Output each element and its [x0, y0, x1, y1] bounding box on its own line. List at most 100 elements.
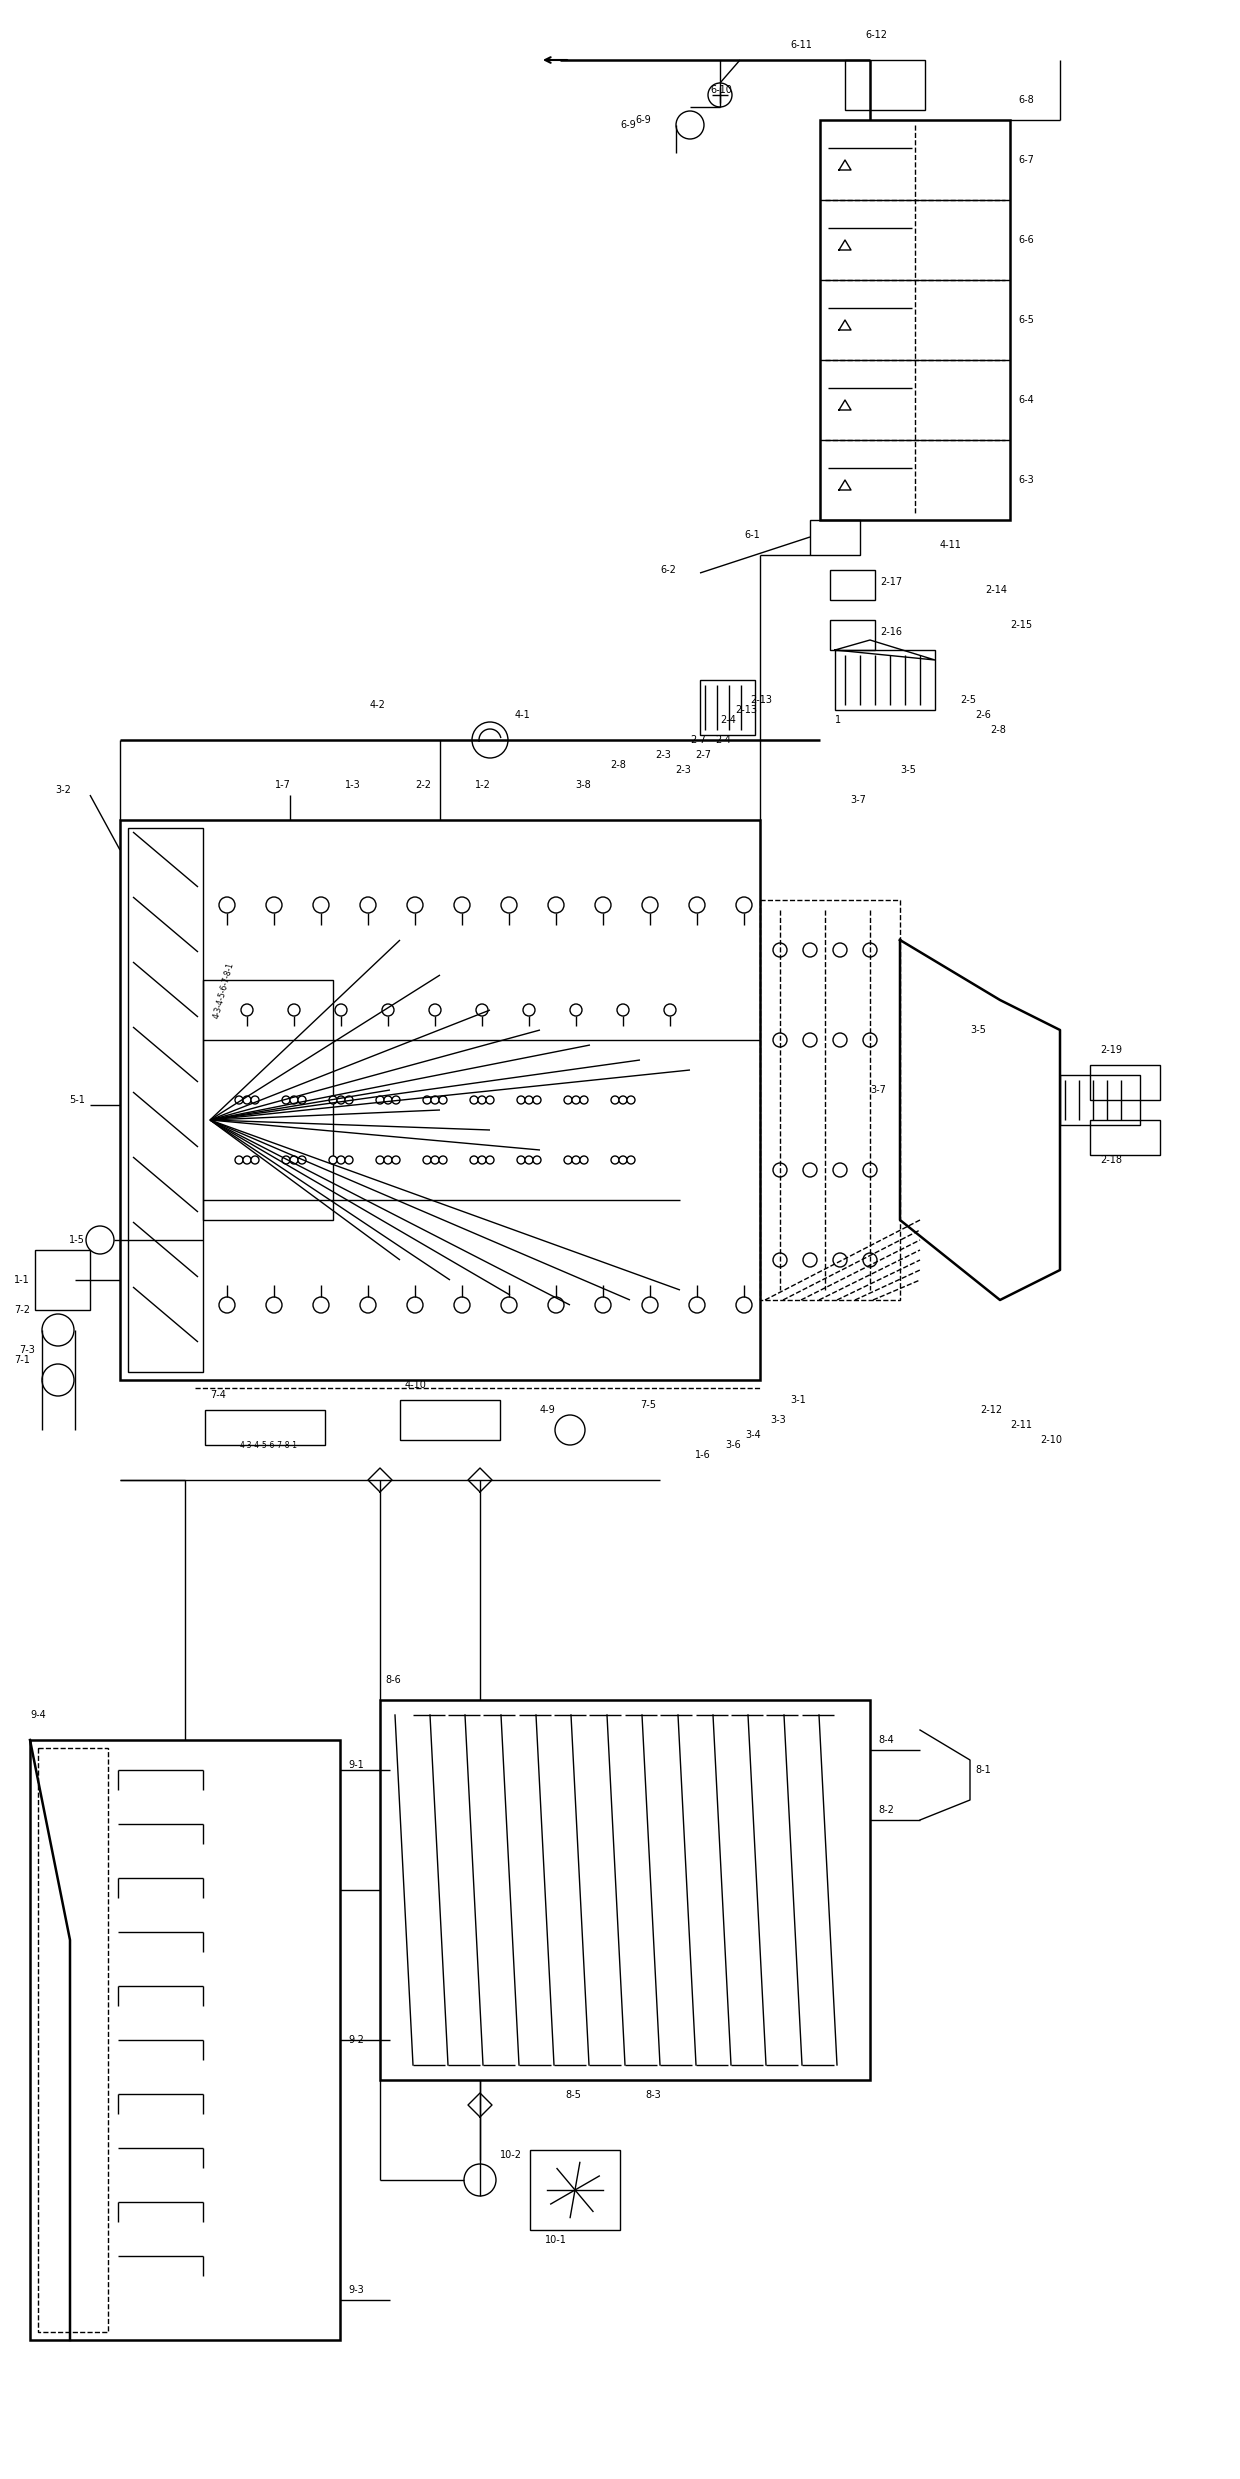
Circle shape	[595, 897, 611, 912]
Text: 2-8: 2-8	[610, 761, 626, 771]
Circle shape	[627, 1096, 635, 1103]
Text: 4-11: 4-11	[940, 540, 962, 550]
Circle shape	[804, 1252, 817, 1267]
Bar	[701, 679, 755, 734]
Circle shape	[236, 1155, 243, 1165]
Circle shape	[288, 1004, 300, 1016]
Text: 3-8: 3-8	[575, 781, 590, 791]
Text: 6-10: 6-10	[711, 84, 732, 94]
Circle shape	[863, 942, 877, 957]
Text: 4-10: 4-10	[405, 1381, 427, 1391]
Circle shape	[250, 1155, 259, 1165]
Circle shape	[360, 897, 376, 912]
Circle shape	[345, 1096, 353, 1103]
Circle shape	[243, 1096, 250, 1103]
Circle shape	[486, 1155, 494, 1165]
Text: 2-5: 2-5	[960, 694, 976, 704]
Circle shape	[337, 1155, 345, 1165]
Text: 2-14: 2-14	[985, 585, 1007, 595]
Circle shape	[627, 1155, 635, 1165]
Circle shape	[548, 1297, 564, 1314]
Bar	[401, 1401, 500, 1440]
Circle shape	[556, 1416, 585, 1445]
Text: 2-17: 2-17	[880, 578, 903, 588]
Circle shape	[676, 112, 704, 139]
Bar	[844, 59, 925, 109]
Text: 6-6: 6-6	[1018, 236, 1034, 245]
Circle shape	[580, 1155, 588, 1165]
Circle shape	[392, 1096, 401, 1103]
Circle shape	[298, 1155, 306, 1165]
Circle shape	[833, 1163, 847, 1178]
Circle shape	[423, 1155, 432, 1165]
Bar	[529, 2149, 620, 2231]
Text: 3-4: 3-4	[745, 1430, 761, 1440]
Text: 6-9: 6-9	[620, 119, 636, 129]
Text: 2-18: 2-18	[1100, 1155, 1122, 1165]
Circle shape	[642, 1297, 658, 1314]
Circle shape	[439, 1155, 446, 1165]
Circle shape	[773, 1163, 787, 1178]
Circle shape	[376, 1155, 384, 1165]
Circle shape	[345, 1155, 353, 1165]
Circle shape	[523, 1004, 534, 1016]
Circle shape	[501, 1297, 517, 1314]
Circle shape	[517, 1155, 525, 1165]
Circle shape	[267, 1297, 281, 1314]
Text: 4-1: 4-1	[515, 709, 531, 719]
Text: 4-3-4-5-6-7-8-1: 4-3-4-5-6-7-8-1	[241, 1440, 298, 1450]
Circle shape	[219, 1297, 236, 1314]
Circle shape	[611, 1155, 619, 1165]
Circle shape	[337, 1096, 345, 1103]
Text: 1-1: 1-1	[14, 1274, 30, 1284]
Circle shape	[619, 1155, 627, 1165]
Circle shape	[477, 1096, 486, 1103]
Text: 2-6: 2-6	[975, 709, 991, 719]
Text: 2-11: 2-11	[1011, 1420, 1032, 1430]
Text: 6-2: 6-2	[660, 565, 676, 575]
Bar	[203, 979, 334, 1220]
Circle shape	[525, 1096, 533, 1103]
Circle shape	[360, 1297, 376, 1314]
Text: 2-4: 2-4	[715, 734, 730, 746]
Text: 3-7: 3-7	[870, 1086, 885, 1096]
Text: 1-7: 1-7	[275, 781, 291, 791]
Text: 6-1: 6-1	[744, 531, 760, 540]
Text: 1-5: 1-5	[69, 1235, 86, 1244]
Bar	[205, 1411, 325, 1445]
Text: 1-3: 1-3	[345, 781, 361, 791]
Bar	[1090, 1121, 1159, 1155]
Text: 4-2: 4-2	[370, 699, 386, 709]
Circle shape	[407, 1297, 423, 1314]
Circle shape	[572, 1155, 580, 1165]
Text: 3-6: 3-6	[725, 1440, 740, 1450]
Bar	[1060, 1076, 1140, 1125]
Circle shape	[382, 1004, 394, 1016]
Text: 2-16: 2-16	[880, 627, 901, 637]
Circle shape	[689, 897, 706, 912]
Circle shape	[267, 897, 281, 912]
Text: 6-12: 6-12	[866, 30, 887, 40]
Text: 6-3: 6-3	[1018, 476, 1034, 486]
Text: 8-5: 8-5	[565, 2090, 580, 2100]
Text: 7-3: 7-3	[19, 1346, 35, 1356]
Circle shape	[470, 1096, 477, 1103]
Circle shape	[312, 897, 329, 912]
Text: 8-3: 8-3	[645, 2090, 661, 2100]
Circle shape	[429, 1004, 441, 1016]
Circle shape	[298, 1096, 306, 1103]
Bar	[820, 119, 1011, 521]
Circle shape	[392, 1155, 401, 1165]
Text: 1: 1	[835, 714, 841, 724]
Text: 2-19: 2-19	[1100, 1046, 1122, 1056]
Text: 3-5: 3-5	[970, 1024, 986, 1036]
Circle shape	[804, 1163, 817, 1178]
Bar	[120, 821, 760, 1381]
Text: 6-8: 6-8	[1018, 94, 1034, 104]
Text: 1-2: 1-2	[475, 781, 491, 791]
Text: 3-2: 3-2	[55, 786, 71, 796]
Circle shape	[423, 1096, 432, 1103]
Circle shape	[570, 1004, 582, 1016]
Circle shape	[548, 897, 564, 912]
Circle shape	[642, 897, 658, 912]
